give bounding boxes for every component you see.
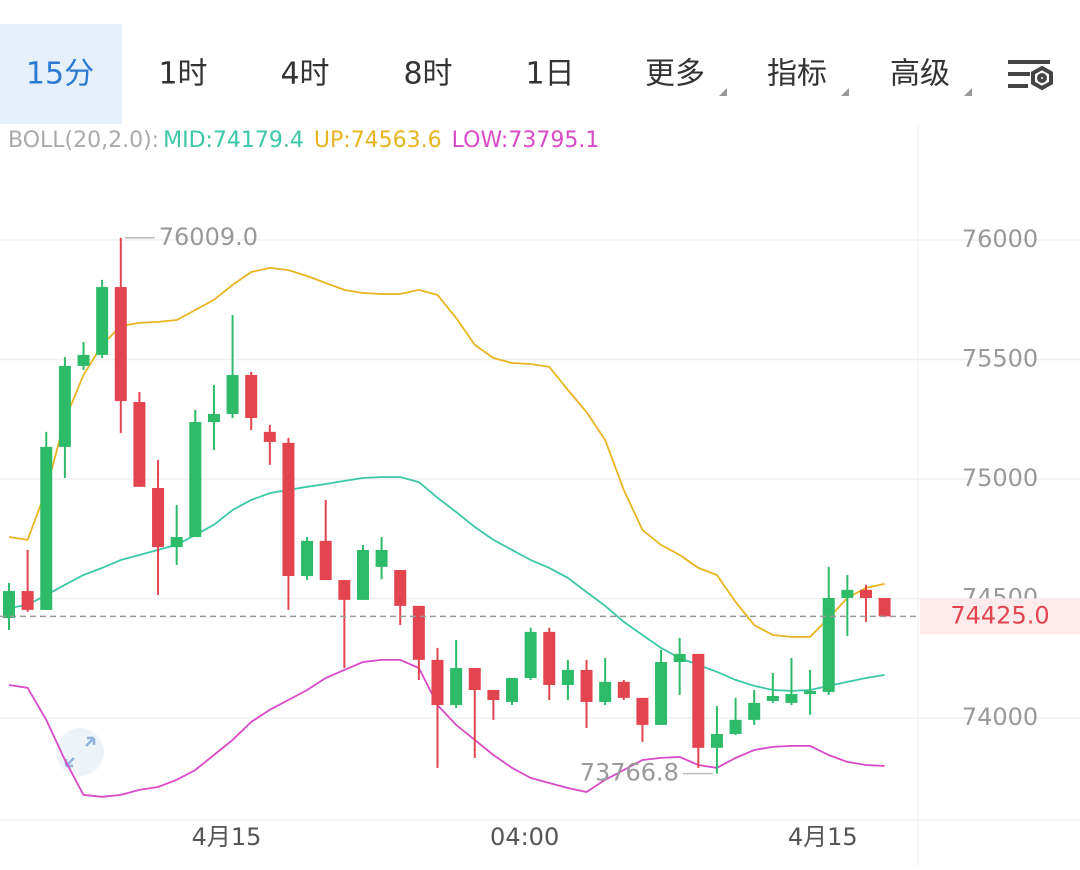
x-tick-label: 04:00 [490,823,559,851]
tab-label: 1日 [525,57,574,92]
tab[interactable]: 指标 [767,57,849,97]
expand-bg [56,728,104,776]
candle-body [40,446,53,610]
legend: BOLL(20,2.0): MID:74179.4 UP:74563.6 LOW:73… [8,128,599,153]
tab[interactable]: 4时 [280,57,329,92]
candle-body [468,667,481,690]
candle-body [58,365,71,447]
candle-body [152,488,165,548]
tab-highlight [0,24,122,124]
candle-body [319,540,332,581]
tab-bar: 15分 1时 4时 8时 1日 更多 指标 高级 [0,24,972,124]
candle-body [114,287,127,402]
boll-line [8,266,885,638]
tab[interactable]: 1日 [525,57,574,92]
candle-body [524,631,537,679]
candle-body [599,681,612,702]
icon-gear-center [1037,73,1047,83]
candle-body [301,540,314,576]
candle-body [636,697,649,725]
candle-body [189,422,202,538]
candle-body [431,659,444,706]
y-tick-label: 76000 [962,225,1038,253]
candle-body [748,702,761,720]
candle-body [655,662,668,725]
icon-gear [1031,65,1053,91]
candle-body [245,374,258,419]
tab-label: 1时 [158,57,207,92]
tab-label: 指标 [767,57,827,92]
candle-body [3,591,15,619]
candle-body [710,733,723,748]
expand-button[interactable] [56,728,104,776]
candle-body [450,667,463,706]
candle-body [96,287,109,355]
tab-label: 4时 [280,57,329,92]
candle-body [338,580,351,600]
y-tick-label: 74000 [962,703,1038,731]
dropdown-arrow [841,88,849,96]
legend-entry: UP:74563.6 [314,128,442,153]
candle-body [133,401,146,487]
candle-body [673,653,686,663]
candle-body [822,597,835,692]
candle-body [841,589,854,598]
candle-body [375,549,388,567]
candle-body [207,413,220,423]
tab-label: 15分 [26,57,94,92]
tab-label: 高级 [890,57,950,92]
legend-entry: LOW:73795.1 [452,128,600,153]
candle-body [487,689,500,701]
max-label: 76009.0 [159,223,258,251]
candle-body [878,597,891,617]
candle-body [766,695,779,701]
candle-body [617,681,630,698]
candle-body [804,690,817,695]
candle-body [729,719,742,734]
candle-body [785,694,798,703]
y-tick-label: 75000 [962,464,1038,492]
candle-body [170,537,183,548]
x-tick-label: 4月15 [788,823,858,851]
tab-label: 更多 [645,57,705,92]
dropdown-arrow [719,88,727,96]
boll-line [8,659,885,798]
min-label: 73766.8 [580,759,679,787]
candle-body [356,549,369,600]
dropdown-arrow [964,88,972,96]
x-tick-label: 4月15 [192,823,262,851]
tab[interactable]: 8时 [403,57,452,92]
candle-body [394,570,407,606]
last-price-bg [920,598,1080,635]
candle-body [21,591,34,610]
candle-body [506,678,519,702]
candle-body [859,589,872,598]
indicator-label: BOLL(20,2.0): [8,128,159,153]
legend-entry: MID:74179.4 [163,128,304,153]
candle-body [580,669,593,702]
candle-body [692,653,705,748]
candle-body [282,442,295,576]
boll-line [8,476,885,692]
tab[interactable]: 更多 [645,57,727,97]
tab[interactable]: 高级 [890,57,972,97]
candle-body [412,605,425,660]
last-price-label: 74425.0 [950,601,1049,629]
candle-body [263,431,276,442]
settings-icon[interactable] [1008,60,1053,91]
tab[interactable]: 1时 [158,57,207,92]
candle-body [561,669,574,685]
tab[interactable]: 15分 [0,24,122,124]
tab-label: 8时 [403,57,452,92]
candle-body [77,354,90,366]
candle-body [543,631,556,685]
y-tick-label: 75500 [962,344,1038,372]
candle-body [226,374,239,414]
